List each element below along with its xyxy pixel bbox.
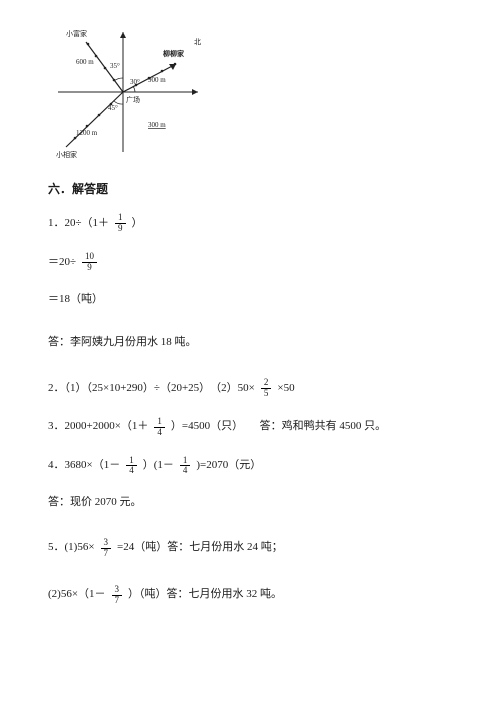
- fraction: 109: [82, 252, 97, 273]
- text: (2)56×（1－: [48, 586, 106, 604]
- q2: 2．（1）（25×10+290）÷（20+25） （2）50× 25 ×50: [48, 378, 452, 399]
- fraction: 37: [101, 538, 112, 559]
- label-north: 北: [194, 38, 201, 46]
- text: ＝20÷: [48, 254, 76, 272]
- fraction: 14: [126, 456, 137, 477]
- text: ）（吨）答：七月份用水 32 吨。: [128, 586, 282, 604]
- label-topleft-dist: 600 m: [76, 58, 94, 66]
- q3: 3．2000+2000×（1＋ 14 ）=4500（只） 答：鸡和鸭共有 450…: [48, 417, 452, 438]
- text: 1．20÷（1＋: [48, 215, 109, 233]
- label-angle3: 45°: [108, 104, 118, 112]
- q5-part2: (2)56×（1－ 37 ）（吨）答：七月份用水 32 吨。: [48, 585, 452, 606]
- fraction: 19: [115, 213, 126, 234]
- fraction: 25: [261, 378, 272, 399]
- text: ×50: [277, 380, 294, 398]
- text: 4．3680×（1－: [48, 457, 120, 475]
- q1-answer: 答：李阿姨九月份用水 18 吨。: [48, 334, 452, 352]
- fraction: 14: [154, 417, 165, 438]
- q5-part1: 5．(1)56× 37 =24（吨）答：七月份用水 24 吨；: [48, 538, 452, 559]
- text: ）(1－: [143, 457, 174, 475]
- fraction: 14: [180, 456, 191, 477]
- fraction: 37: [112, 585, 123, 606]
- label-angle2: 30°: [130, 78, 140, 86]
- text: 5．(1)56×: [48, 539, 95, 557]
- label-right-dist: 900 m: [148, 76, 166, 84]
- q4-answer: 答：现价 2070 元。: [48, 494, 452, 512]
- text: 3．2000+2000×（1＋: [48, 418, 148, 436]
- text: =24（吨）答：七月份用水 24 吨；: [117, 539, 283, 557]
- q1-line1: 1．20÷（1＋ 19 ）: [48, 213, 452, 234]
- label-topleft: 小富家: [66, 29, 87, 38]
- text: 2．（1）（25×10+290）÷（20+25） （2）50×: [48, 380, 255, 398]
- label-right: 柳柳家: [163, 49, 185, 58]
- label-bottomleft-dist: 1200 m: [76, 129, 98, 137]
- label-scale: 300 m: [148, 121, 166, 129]
- label-center: 广场: [126, 95, 140, 104]
- direction-diagram: 小富家 600 m 柳柳家 900 m 广场 小相家 1200 m 300 m …: [48, 22, 452, 162]
- text: )=2070（元）: [196, 457, 261, 475]
- text: ）=4500（只） 答：鸡和鸭共有 4500 只。: [171, 418, 386, 436]
- q1-line2: ＝20÷ 109: [48, 252, 452, 273]
- label-bottomleft: 小相家: [56, 150, 77, 159]
- section-title: 六．解答题: [48, 180, 452, 199]
- q1-line3: ＝18（吨）: [48, 291, 452, 309]
- q4-expr: 4．3680×（1－ 14 ）(1－ 14 )=2070（元）: [48, 456, 452, 477]
- label-angle1: 35°: [110, 62, 120, 70]
- text: ）: [132, 215, 143, 233]
